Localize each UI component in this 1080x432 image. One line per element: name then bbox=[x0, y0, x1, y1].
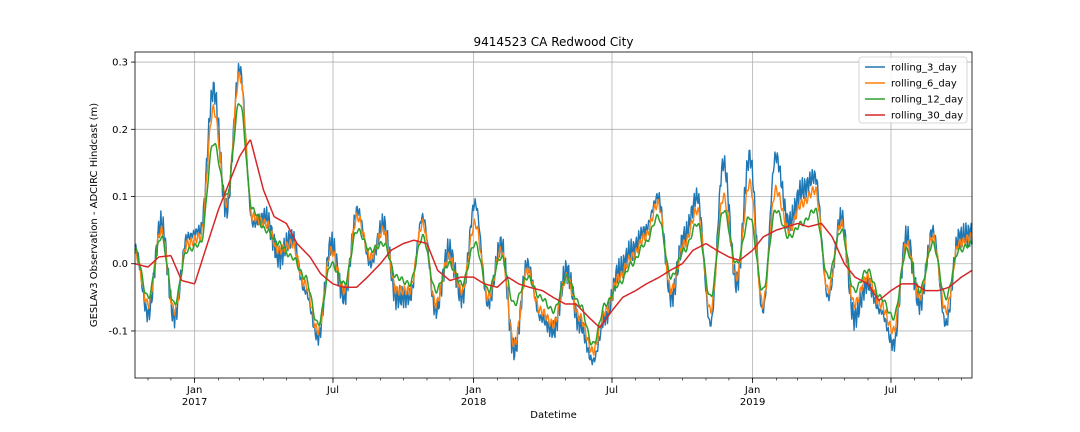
y-tick-label: 0.0 bbox=[112, 259, 128, 270]
x-tick-label: Jan bbox=[186, 385, 202, 396]
legend-entry-rolling-12-day: rolling_12_day bbox=[891, 95, 963, 106]
legend-entry-rolling-3-day: rolling_3_day bbox=[891, 63, 957, 74]
x-tick-year-label: 2019 bbox=[740, 397, 765, 408]
legend-box bbox=[858, 56, 968, 124]
series-line-rolling-6-day bbox=[134, 71, 973, 356]
x-tick-label: Jul bbox=[605, 385, 618, 396]
y-tick-label: 0.2 bbox=[112, 125, 128, 136]
x-tick-label: Jan bbox=[465, 385, 481, 396]
legend-entry-rolling-30-day: rolling_30_day bbox=[891, 111, 963, 122]
x-tick-year-label: 2018 bbox=[461, 397, 486, 408]
x-tick-year-label: 2017 bbox=[182, 397, 207, 408]
y-axis-label: GESLAv3 Observation - ADCIRC Hindcast (m… bbox=[89, 103, 100, 327]
series-line-rolling-12-day bbox=[134, 103, 973, 346]
axes-frame bbox=[134, 51, 973, 379]
series-line-rolling-30-day bbox=[134, 139, 973, 329]
x-tick-label: Jul bbox=[326, 385, 339, 396]
chart-title: 9414523 CA Redwood City bbox=[474, 35, 634, 49]
x-tick-label: Jul bbox=[884, 385, 897, 396]
x-tick-label: Jan bbox=[744, 385, 760, 396]
y-tick-label: 0.1 bbox=[112, 192, 128, 203]
legend: rolling_3_day rolling_6_day rolling_12_day… bbox=[858, 56, 968, 124]
legend-entry-rolling-6-day: rolling_6_day bbox=[891, 79, 957, 90]
y-tick-label: 0.3 bbox=[112, 58, 128, 69]
y-tick-label: -0.1 bbox=[108, 326, 128, 337]
x-axis-label: Datetime bbox=[530, 410, 577, 421]
